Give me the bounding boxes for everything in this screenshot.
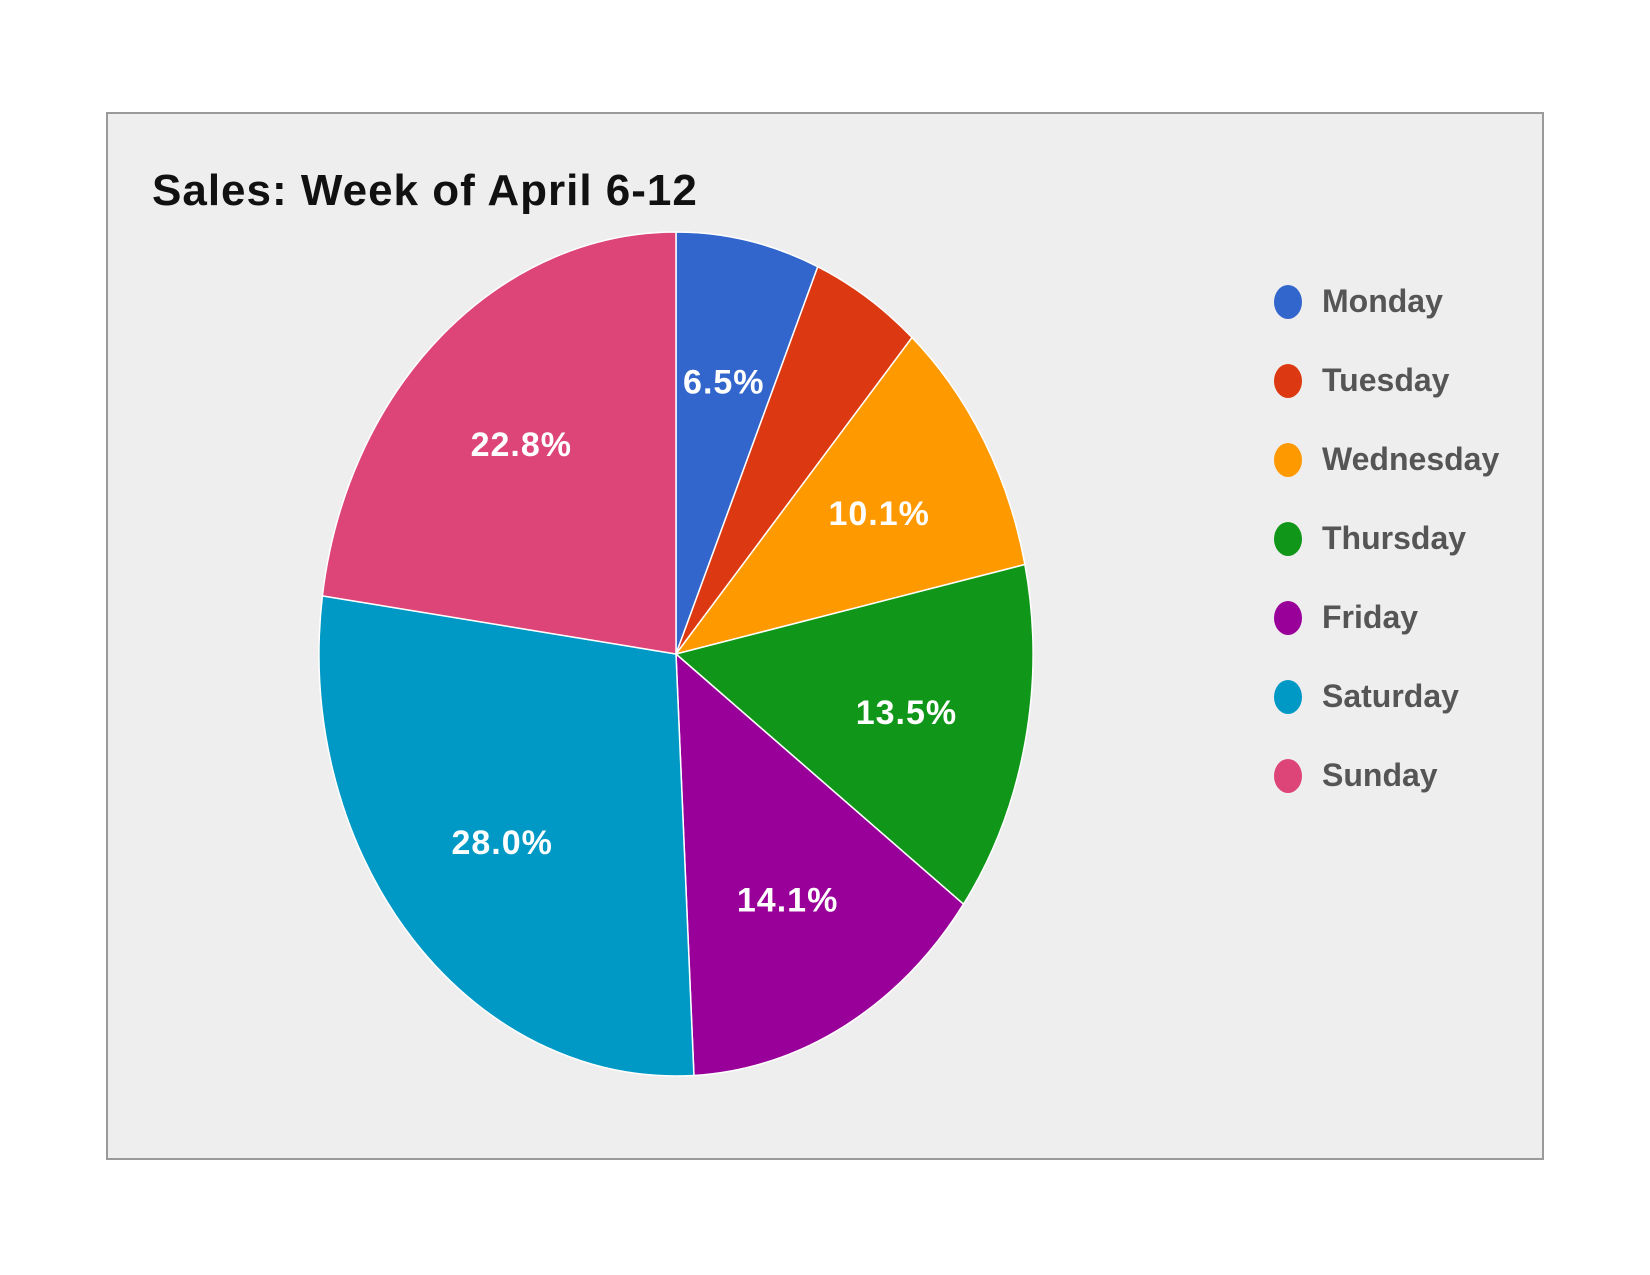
chart-frame: Sales: Week of April 6-12 6.5% 10.1% 13.5%… xyxy=(106,112,1544,1160)
pie-chart: 6.5% 10.1% 13.5% 14.1% 28.0% 22.8% xyxy=(318,231,1034,1077)
slice-label-monday: 6.5% xyxy=(683,363,765,401)
pie-slice-friday[interactable] xyxy=(675,652,965,1077)
legend-label: Thursday xyxy=(1322,520,1467,556)
slice-label-sunday: 22.8% xyxy=(471,426,572,464)
legend-swatch-icon xyxy=(1274,521,1302,556)
slice-label-wednesday: 10.1% xyxy=(828,495,929,533)
legend-item-thursday[interactable]: Thursday xyxy=(1274,499,1499,578)
slice-label-saturday: 28.0% xyxy=(451,824,552,862)
legend-item-sunday[interactable]: Sunday xyxy=(1274,736,1499,815)
legend-label: Sunday xyxy=(1322,757,1438,793)
legend-item-tuesday[interactable]: Tuesday xyxy=(1274,341,1499,420)
legend-item-friday[interactable]: Friday xyxy=(1274,578,1499,657)
legend-swatch-icon xyxy=(1274,442,1302,477)
pie-slice-sunday[interactable] xyxy=(321,231,677,655)
legend-swatch-icon xyxy=(1274,363,1302,398)
legend-label: Saturday xyxy=(1322,678,1459,714)
legend-swatch-icon xyxy=(1274,679,1302,714)
legend-swatch-icon xyxy=(1274,284,1302,319)
legend-swatch-icon xyxy=(1274,758,1302,793)
legend-swatch-icon xyxy=(1274,600,1302,635)
legend-label: Tuesday xyxy=(1322,362,1450,398)
pie-slice-monday[interactable] xyxy=(675,231,819,655)
pie-slice-saturday[interactable] xyxy=(318,594,695,1077)
legend-item-monday[interactable]: Monday xyxy=(1274,262,1499,341)
slice-label-friday: 14.1% xyxy=(737,881,838,919)
legend-item-wednesday[interactable]: Wednesday xyxy=(1274,420,1499,499)
legend-label: Monday xyxy=(1322,283,1443,319)
legend: Monday Tuesday Wednesday Thursday Friday Satu… xyxy=(1274,262,1499,815)
chart-title: Sales: Week of April 6-12 xyxy=(152,166,698,215)
legend-label: Wednesday xyxy=(1322,441,1500,477)
legend-label: Friday xyxy=(1322,599,1419,635)
slice-label-thursday: 13.5% xyxy=(856,694,957,732)
pie-slice-thursday[interactable] xyxy=(674,563,1034,906)
pie-slice-wednesday[interactable] xyxy=(674,336,1026,656)
legend-item-saturday[interactable]: Saturday xyxy=(1274,657,1499,736)
